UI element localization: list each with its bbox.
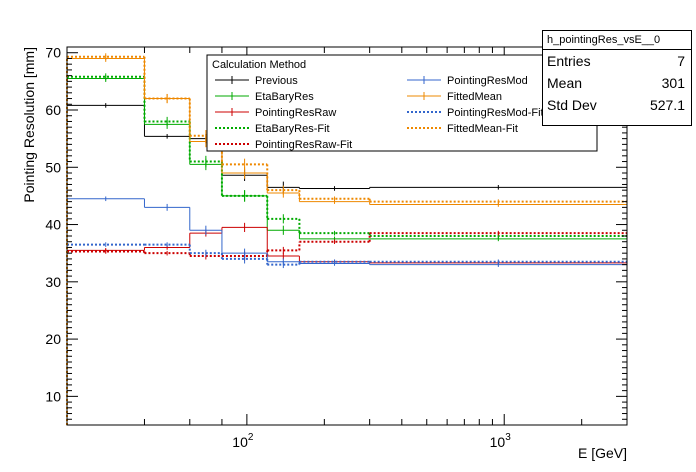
legend-box [206, 54, 598, 152]
stats-row-stddev: Std Dev 527.1 [543, 94, 691, 116]
legend-label: EtaBaryRes-Fit [255, 123, 330, 135]
legend-label: FittedMean-Fit [447, 123, 518, 135]
legend-label: Previous [255, 75, 298, 87]
y-tick-label: 20 [45, 331, 61, 347]
stats-row-entries: Entries 7 [543, 50, 691, 72]
x-tick-label: 103 [490, 432, 512, 450]
y-tick-label: 40 [45, 217, 61, 233]
stats-label: Entries [547, 53, 591, 69]
stats-label: Mean [547, 75, 583, 91]
legend-label: PointingResMod [447, 75, 528, 87]
legend-label: FittedMean [447, 91, 502, 103]
legend-label: PointingResRaw [255, 107, 336, 119]
y-tick-label: 30 [45, 274, 61, 290]
y-axis-title: Pointing Resolution [mm] [21, 47, 37, 203]
stats-box: h_pointingRes_vsE__0 Entries 7 Mean 301 … [542, 30, 692, 126]
stats-title: h_pointingRes_vsE__0 [543, 31, 691, 50]
y-tick-label: 70 [45, 45, 61, 61]
stats-row-mean: Mean 301 [543, 72, 691, 94]
x-tick-label: 102 [232, 432, 254, 450]
series-7 [66, 242, 627, 425]
stats-label: Std Dev [547, 97, 597, 113]
stats-value: 527.1 [649, 97, 685, 113]
stats-value: 301 [661, 75, 685, 91]
y-tick-label: 10 [45, 388, 61, 404]
legend-label: PointingResMod-Fit [447, 107, 544, 119]
stats-value: 7 [677, 53, 685, 69]
y-tick-label: 50 [45, 159, 61, 175]
y-tick-label: 60 [45, 102, 61, 118]
legend-title: Calculation Method [212, 59, 306, 71]
legend-label: PointingResRaw-Fit [255, 139, 352, 151]
x-axis-title: E [GeV] [578, 445, 627, 461]
legend-label: EtaBaryRes [255, 91, 314, 103]
